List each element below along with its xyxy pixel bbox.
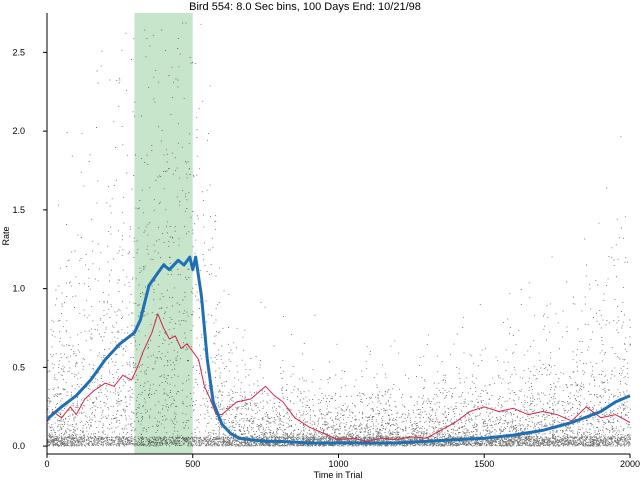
chart-title: Bird 554: 8.0 Sec bins, 100 Days End: 10… <box>189 1 421 13</box>
x-tick-label: 2000 <box>620 459 640 469</box>
series-line-red <box>46 313 631 442</box>
x-tick-label: 0 <box>44 459 49 469</box>
y-tick-label: 0.0 <box>12 441 25 451</box>
y-tick-label: 2.5 <box>12 47 25 57</box>
series-line-blue <box>46 255 631 445</box>
y-tick-label: 1.5 <box>12 205 25 215</box>
y-tick-label: 2.0 <box>12 126 25 136</box>
x-tick-label: 500 <box>185 459 200 469</box>
x-axis-label: Time in Trial <box>314 470 363 480</box>
shaded-region <box>134 13 193 454</box>
plot-area: 0 500 1000 1500 2000 0.0 0.5 1.0 1.5 2.0 2.5 <box>12 13 640 469</box>
x-tick-label: 1000 <box>328 459 348 469</box>
x-tick-label: 1500 <box>474 459 494 469</box>
y-tick-label: 1.0 <box>12 284 25 294</box>
y-axis-label: Rate <box>1 226 11 245</box>
y-tick-label: 0.5 <box>12 362 25 372</box>
